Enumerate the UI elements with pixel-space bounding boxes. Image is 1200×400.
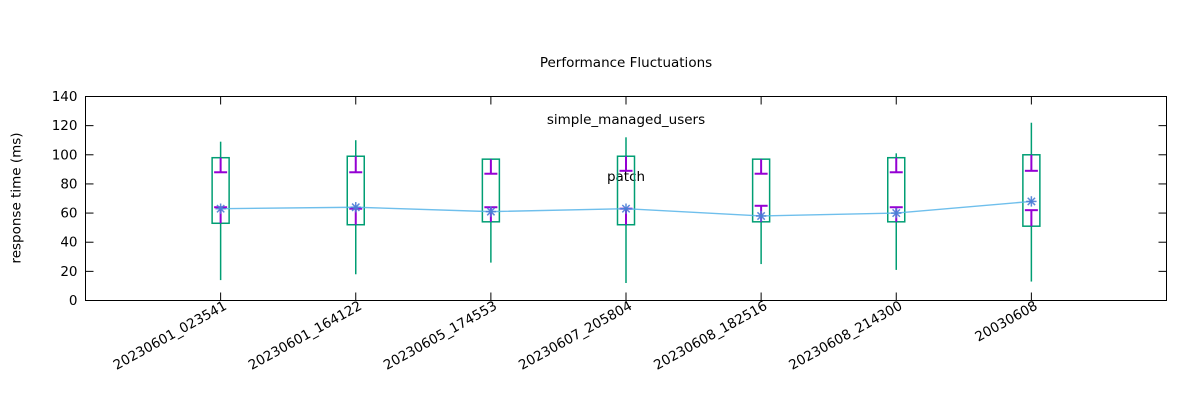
y-tick-label: 40 xyxy=(60,235,77,251)
mean-marker xyxy=(621,204,631,213)
chart-title-block: Performance Fluctuations simple_managed_… xyxy=(85,16,1167,225)
y-tick-label: 120 xyxy=(52,118,78,134)
x-tick-label: 20030608 xyxy=(972,298,1040,345)
chart-title: Performance Fluctuations xyxy=(539,55,713,71)
y-tick-label: 60 xyxy=(60,206,77,222)
mean-marker xyxy=(486,207,496,216)
mean-marker xyxy=(216,204,225,213)
mean-marker xyxy=(351,203,360,212)
mean-marker xyxy=(1027,197,1036,206)
x-tick-label: 20230607_205804 xyxy=(516,298,635,374)
x-tick-label: 20230605_174553 xyxy=(381,298,500,374)
y-tick-label: 140 xyxy=(52,89,78,105)
chart-subtitle-benchmark: simple_managed_users xyxy=(546,112,706,128)
y-tick-label: 20 xyxy=(60,264,77,280)
x-tick-label: 20230601_164122 xyxy=(246,298,365,374)
x-tick-label: 20230608_182516 xyxy=(651,298,770,374)
y-tick-label: 100 xyxy=(52,147,78,163)
y-tick-label: 0 xyxy=(69,293,78,309)
mean-marker xyxy=(892,208,901,218)
chart-subtitle-variant: patch xyxy=(606,169,646,185)
mean-marker xyxy=(756,211,766,221)
y-tick-label: 80 xyxy=(60,176,77,192)
x-tick-label: 20230608_214300 xyxy=(786,298,905,374)
x-tick-label: 20230601_023541 xyxy=(111,298,230,374)
